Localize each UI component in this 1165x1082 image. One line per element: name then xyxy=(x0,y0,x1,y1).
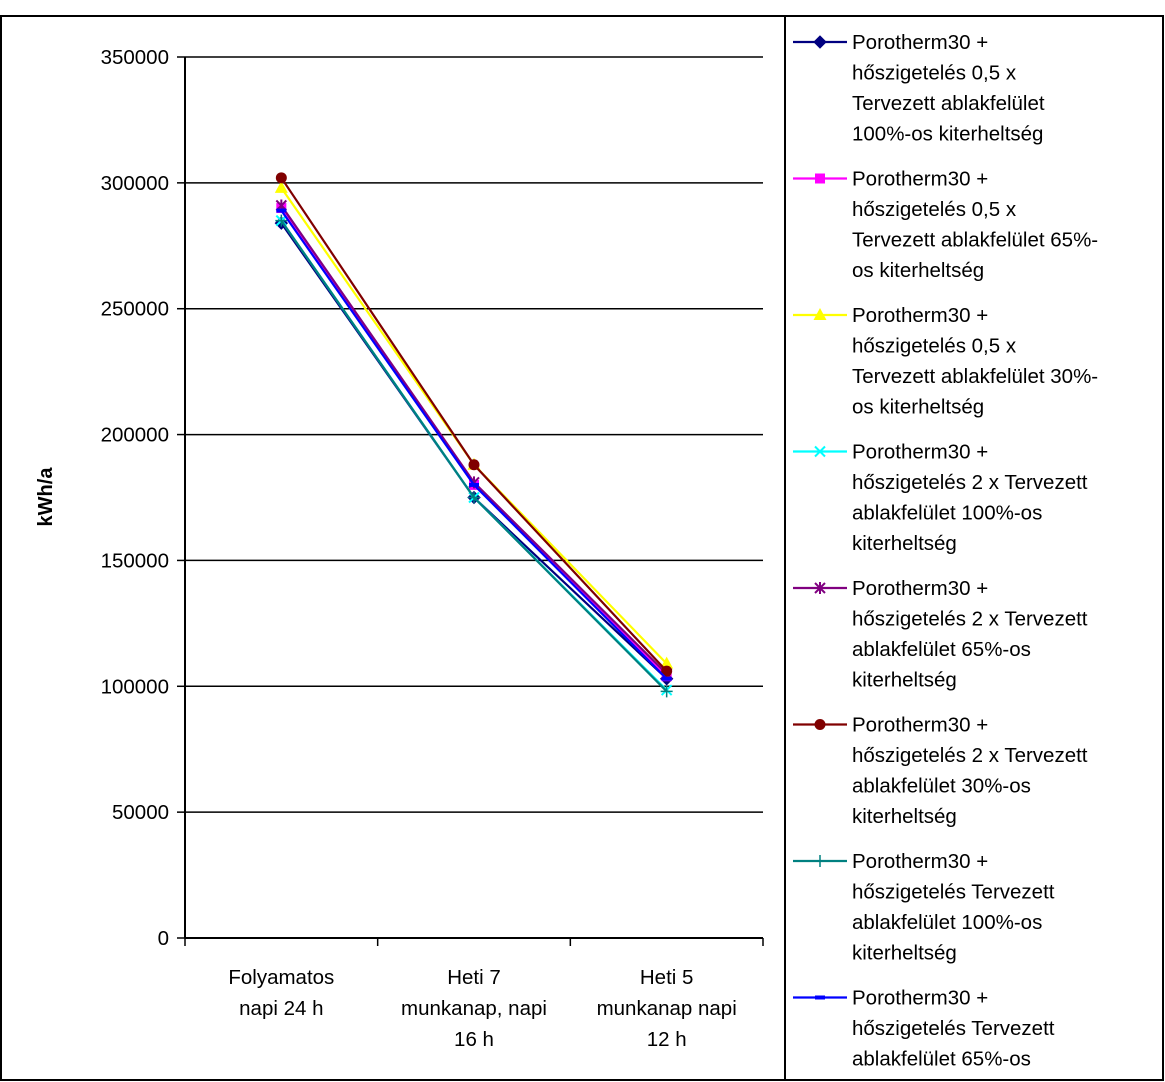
legend-label-line: ablakfelület 30%-os xyxy=(852,775,1031,798)
legend-item: Porotherm30 + hőszigetelés 2 x Tervezett a… xyxy=(793,441,1088,556)
data-point xyxy=(660,656,674,669)
legend-marker xyxy=(814,445,826,458)
legend-label-line: kiterheltség xyxy=(852,532,957,555)
legend-label: Porotherm30 + hőszigetelés 2 x Tervezett a… xyxy=(852,714,1088,829)
legend-label-line: Porotherm30 + xyxy=(852,168,988,191)
legend-label-line: Porotherm30 + xyxy=(852,441,988,464)
legend-label-line: Tervezett ablakfelület xyxy=(852,92,1045,115)
chart-area-border xyxy=(0,15,1164,1081)
legend-label-line: hőszigetelés Tervezett xyxy=(852,1017,1055,1040)
x-category-label-line: Folyamatos xyxy=(228,966,334,989)
legend-label-line: os kiterheltség xyxy=(852,396,984,419)
series-layer xyxy=(274,172,674,698)
legend-label-line: Porotherm30 + xyxy=(852,987,988,1010)
data-point xyxy=(276,208,287,213)
legend-label: Porotherm30 + hőszigetelés 0,5 x Tervezett… xyxy=(852,304,1098,419)
legend-marker xyxy=(815,995,825,1000)
legend-marker xyxy=(813,308,827,320)
x-category-label-line: Heti 5 xyxy=(640,966,694,989)
data-point xyxy=(275,172,287,184)
series-6 xyxy=(275,172,673,677)
legend-marker xyxy=(814,855,826,867)
x-category-label: Heti 7 munkanap, napi 16 h xyxy=(401,966,547,1051)
series-8 xyxy=(276,208,672,681)
x-category-label-line: munkanap, napi xyxy=(401,997,547,1020)
legend-item: Porotherm30 + hőszigetelés 0,5 x Tervezett… xyxy=(793,304,1098,419)
y-tick-label: 50000 xyxy=(112,801,169,824)
legend-label-line: Porotherm30 + xyxy=(852,850,988,873)
x-category-label: Heti 5 munkanap napi 12 h xyxy=(597,966,737,1051)
legend-label-line: ablakfelület 100%-os xyxy=(852,911,1042,934)
legend-label: Porotherm30 + hőszigetelés 0,5 x Tervezett… xyxy=(852,31,1045,146)
legend-label-line: ablakfelület 100%-os xyxy=(852,502,1042,525)
data-point xyxy=(468,491,480,504)
legend-label: Porotherm30 + hőszigetelés Tervezett ablak… xyxy=(852,850,1055,965)
legend-label-line: Porotherm30 + xyxy=(852,714,988,737)
legend-label-line: Tervezett ablakfelület 30%- xyxy=(852,365,1098,388)
legend-label: Porotherm30 + hőszigetelés Tervezett ablak… xyxy=(852,987,1055,1071)
y-tick-label: 200000 xyxy=(101,424,169,447)
legend-label-line: hőszigetelés Tervezett xyxy=(852,881,1055,904)
series-7 xyxy=(275,214,673,698)
legend-label-line: os kiterheltség xyxy=(852,259,984,282)
legend-label-line: Porotherm30 + xyxy=(852,304,988,327)
x-category-label-line: 12 h xyxy=(647,1028,687,1051)
legend-label-line: kiterheltség xyxy=(852,669,957,692)
legend-label-line: kiterheltség xyxy=(852,942,957,965)
legend-label-line: hőszigetelés 0,5 x xyxy=(852,198,1017,221)
legend-label-line: hőszigetelés 2 x Tervezett xyxy=(852,608,1088,631)
data-point xyxy=(661,665,673,677)
x-category-label-line: munkanap napi xyxy=(597,997,737,1020)
data-point xyxy=(469,482,479,487)
legend-item: Porotherm30 + hőszigetelés 2 x Tervezett a… xyxy=(793,577,1088,692)
data-point xyxy=(468,459,480,471)
legend-label: Porotherm30 + hőszigetelés 2 x Tervezett a… xyxy=(852,577,1088,692)
legend-label-line: 100%-os kiterheltség xyxy=(852,123,1043,146)
x-category-label-line: 16 h xyxy=(454,1028,494,1051)
legend-marker xyxy=(815,173,825,184)
legend-item: Porotherm30 + hőszigetelés 2 x Tervezett a… xyxy=(793,714,1088,829)
legend: Porotherm30 + hőszigetelés 0,5 x Tervezett… xyxy=(793,31,1098,1071)
legend-marker xyxy=(814,582,826,594)
legend-label-line: ablakfelület 65%-os xyxy=(852,638,1031,661)
x-category-label-line: napi 24 h xyxy=(239,997,323,1020)
legend-item: Porotherm30 + hőszigetelés Tervezett ablak… xyxy=(793,850,1055,965)
legend-label-line: hőszigetelés 0,5 x xyxy=(852,62,1017,85)
legend-label: Porotherm30 + hőszigetelés 2 x Tervezett a… xyxy=(852,441,1088,556)
legend-item: Porotherm30 + hőszigetelés 0,5 x Tervezett… xyxy=(793,31,1045,146)
legend-item: Porotherm30 + hőszigetelés 0,5 x Tervezett… xyxy=(793,168,1098,283)
data-point xyxy=(275,214,288,227)
legend-label-line: Porotherm30 + xyxy=(852,31,988,54)
data-point xyxy=(661,676,672,681)
legend-label-line: Porotherm30 + xyxy=(852,577,988,600)
y-tick-label: 150000 xyxy=(101,549,169,572)
x-axis-ticks: Folyamatos napi 24 h Heti 7 munkanap, napi 1… xyxy=(184,938,764,1051)
legend-label-line: ablakfelület 65%-os xyxy=(852,1048,1031,1071)
legend-marker xyxy=(813,35,827,49)
x-category-label: Folyamatos napi 24 h xyxy=(228,966,334,1020)
legend-label-line: Tervezett ablakfelület 65%- xyxy=(852,229,1098,252)
y-axis-ticks: 0 50000 100000 150000 200000 250000 300000 3500… xyxy=(101,46,185,950)
y-tick-label: 300000 xyxy=(101,172,169,195)
legend-label-line: kiterheltség xyxy=(852,805,957,828)
y-tick-label: 250000 xyxy=(101,298,169,321)
legend-item: Porotherm30 + hőszigetelés Tervezett ablak… xyxy=(793,987,1055,1071)
legend-label-line: hőszigetelés 0,5 x xyxy=(852,335,1017,358)
legend-marker xyxy=(814,719,826,730)
y-axis-title: kWh/a xyxy=(35,467,57,527)
y-tick-label: 0 xyxy=(158,927,169,950)
y-tick-label: 350000 xyxy=(101,46,169,69)
legend-label: Porotherm30 + hőszigetelés 0,5 x Tervezett… xyxy=(852,168,1098,283)
legend-label-line: hőszigetelés 2 x Tervezett xyxy=(852,744,1088,767)
x-category-label-line: Heti 7 xyxy=(447,966,501,989)
data-point xyxy=(660,685,673,698)
legend-label-line: hőszigetelés 2 x Tervezett xyxy=(852,471,1088,494)
data-point xyxy=(274,180,288,193)
y-tick-label: 100000 xyxy=(101,675,169,698)
